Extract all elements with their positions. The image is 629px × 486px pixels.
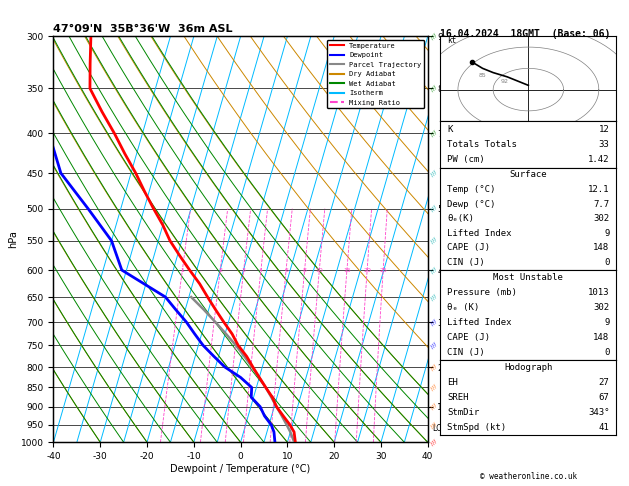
Text: 12.1: 12.1 bbox=[588, 185, 610, 194]
Text: 148: 148 bbox=[593, 332, 610, 342]
Text: ///: /// bbox=[430, 129, 437, 138]
Text: Temp (°C): Temp (°C) bbox=[447, 185, 496, 194]
Text: ///: /// bbox=[430, 85, 437, 92]
Text: CAPE (J): CAPE (J) bbox=[447, 332, 491, 342]
Text: 2: 2 bbox=[218, 268, 222, 273]
Text: Lifted Index: Lifted Index bbox=[447, 318, 512, 327]
Text: ///: /// bbox=[430, 363, 437, 371]
Text: 33: 33 bbox=[599, 140, 610, 149]
Text: StmDir: StmDir bbox=[447, 408, 479, 417]
Text: ///: /// bbox=[430, 293, 437, 301]
Text: Surface: Surface bbox=[509, 171, 547, 179]
Text: ///: /// bbox=[430, 169, 437, 177]
Text: ///: /// bbox=[430, 403, 437, 411]
Text: 1.42: 1.42 bbox=[588, 156, 610, 164]
Text: LCL: LCL bbox=[432, 424, 445, 433]
Text: StmSpd (kt): StmSpd (kt) bbox=[447, 423, 506, 432]
Text: 8: 8 bbox=[303, 268, 306, 273]
Text: Hodograph: Hodograph bbox=[504, 363, 552, 372]
Text: ///: /// bbox=[430, 266, 437, 274]
Text: 15: 15 bbox=[343, 268, 351, 273]
Text: ///: /// bbox=[430, 318, 437, 326]
Text: 0: 0 bbox=[604, 258, 610, 267]
Text: 10: 10 bbox=[316, 268, 323, 273]
Text: Totals Totals: Totals Totals bbox=[447, 140, 517, 149]
Text: kt: kt bbox=[447, 36, 457, 45]
Text: 0: 0 bbox=[604, 347, 610, 357]
Text: © weatheronline.co.uk: © weatheronline.co.uk bbox=[480, 472, 577, 481]
Legend: Temperature, Dewpoint, Parcel Trajectory, Dry Adiabat, Wet Adiabat, Isotherm, Mi: Temperature, Dewpoint, Parcel Trajectory… bbox=[327, 40, 424, 108]
Text: θₑ(K): θₑ(K) bbox=[447, 214, 474, 223]
Text: ///: /// bbox=[430, 33, 437, 40]
Text: 148: 148 bbox=[593, 243, 610, 252]
Text: 25: 25 bbox=[379, 268, 387, 273]
Y-axis label: km
ASL: km ASL bbox=[455, 230, 470, 249]
Text: 41: 41 bbox=[599, 423, 610, 432]
Text: Dewp (°C): Dewp (°C) bbox=[447, 200, 496, 208]
Text: 92: 92 bbox=[500, 79, 508, 84]
Text: 16.04.2024  18GMT  (Base: 06): 16.04.2024 18GMT (Base: 06) bbox=[440, 29, 611, 39]
Text: 7.7: 7.7 bbox=[593, 200, 610, 208]
Text: ///: /// bbox=[430, 421, 437, 429]
Text: 12: 12 bbox=[599, 125, 610, 134]
Text: 6: 6 bbox=[284, 268, 288, 273]
Text: ///: /// bbox=[430, 383, 437, 392]
Text: 85: 85 bbox=[479, 73, 487, 78]
Text: 67: 67 bbox=[599, 393, 610, 402]
X-axis label: Dewpoint / Temperature (°C): Dewpoint / Temperature (°C) bbox=[170, 464, 311, 474]
Text: 20: 20 bbox=[363, 268, 371, 273]
Text: K: K bbox=[447, 125, 453, 134]
Text: Most Unstable: Most Unstable bbox=[493, 273, 564, 282]
Text: 9: 9 bbox=[604, 318, 610, 327]
Text: 27: 27 bbox=[599, 378, 610, 387]
Text: 302: 302 bbox=[593, 214, 610, 223]
Text: PW (cm): PW (cm) bbox=[447, 156, 485, 164]
Text: Pressure (mb): Pressure (mb) bbox=[447, 288, 517, 297]
Text: Lifted Index: Lifted Index bbox=[447, 229, 512, 238]
Text: θₑ (K): θₑ (K) bbox=[447, 303, 479, 312]
Text: 47°09'N  35B°36'W  36m ASL: 47°09'N 35B°36'W 36m ASL bbox=[53, 24, 233, 35]
Text: 1: 1 bbox=[181, 268, 184, 273]
Text: CAPE (J): CAPE (J) bbox=[447, 243, 491, 252]
Text: 302: 302 bbox=[593, 303, 610, 312]
Text: CIN (J): CIN (J) bbox=[447, 258, 485, 267]
Y-axis label: hPa: hPa bbox=[8, 230, 18, 248]
Text: CIN (J): CIN (J) bbox=[447, 347, 485, 357]
Text: 1013: 1013 bbox=[588, 288, 610, 297]
Text: ///: /// bbox=[430, 205, 437, 213]
Text: EH: EH bbox=[447, 378, 458, 387]
Text: 343°: 343° bbox=[588, 408, 610, 417]
Text: 9: 9 bbox=[604, 229, 610, 238]
Text: 3: 3 bbox=[242, 268, 246, 273]
Text: ///: /// bbox=[430, 438, 437, 446]
Text: ///: /// bbox=[430, 237, 437, 245]
Text: SREH: SREH bbox=[447, 393, 469, 402]
Text: 4: 4 bbox=[259, 268, 263, 273]
Text: ///: /// bbox=[430, 341, 437, 349]
